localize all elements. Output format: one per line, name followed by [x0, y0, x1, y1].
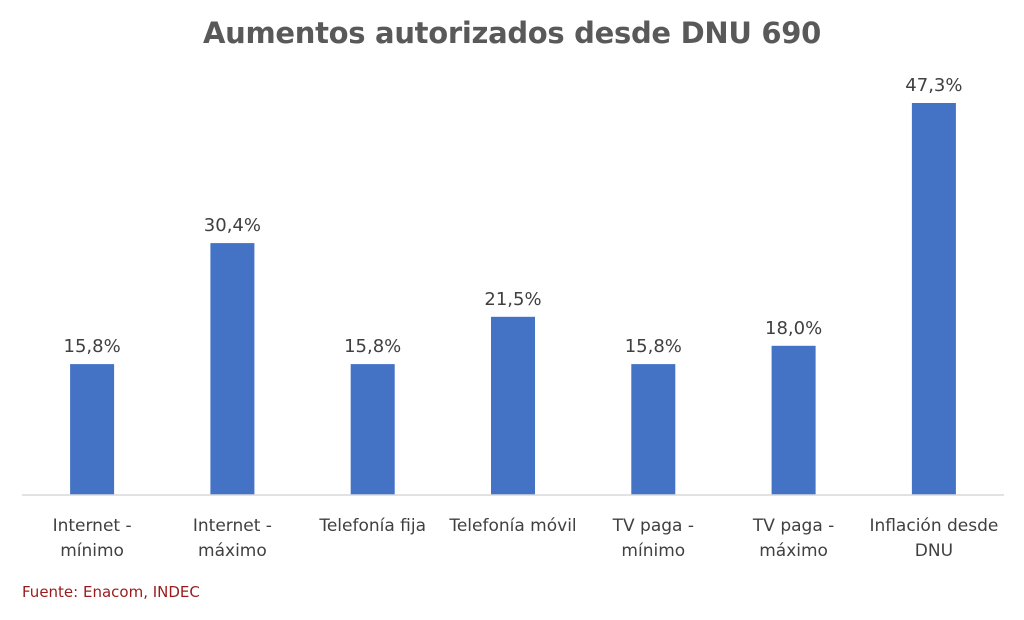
category-label-line: mínimo: [60, 541, 124, 561]
category-label-line: Internet -: [193, 516, 272, 536]
bar: [350, 364, 395, 495]
category-label-line: TV paga -: [612, 516, 694, 536]
category-label: Inflación desde DNU: [869, 516, 998, 561]
category-label: TV paga - mínimo: [612, 516, 694, 561]
bars-layer: [70, 103, 956, 495]
category-label-line: Internet -: [53, 516, 132, 536]
category-label-line: máximo: [198, 541, 267, 561]
bar-value-label: 15,8%: [64, 336, 121, 357]
bar-value-label: 30,4%: [204, 215, 261, 236]
bar-value-label: 15,8%: [625, 336, 682, 357]
category-label-line: Telefonía móvil: [448, 516, 576, 536]
bar: [771, 345, 816, 495]
category-label-line: Telefonía fija: [318, 516, 426, 536]
bar: [210, 243, 255, 495]
bar: [70, 364, 115, 495]
bar-value-label: 21,5%: [484, 289, 541, 310]
bar-value-label: 18,0%: [765, 318, 822, 339]
category-label-line: TV paga -: [752, 516, 834, 536]
bar-value-label: 15,8%: [344, 336, 401, 357]
source-note: Fuente: Enacom, INDEC: [22, 583, 200, 601]
chart-title: Aumentos autorizados desde DNU 690: [202, 16, 822, 50]
category-label-line: máximo: [759, 541, 828, 561]
category-label-line: mínimo: [621, 541, 685, 561]
bar: [491, 316, 535, 495]
labels-layer: 15,8% Internet - mínimo 30,4% Internet - máxi…: [53, 75, 999, 561]
bar: [631, 364, 676, 495]
category-label-line: Inflación desde: [869, 516, 998, 536]
category-label: Telefonía fija: [318, 516, 426, 536]
category-label: Internet - máximo: [193, 516, 272, 561]
bar: [911, 103, 956, 495]
category-label: TV paga - máximo: [752, 516, 834, 561]
category-label-line: DNU: [915, 541, 953, 561]
category-label: Internet - mínimo: [53, 516, 132, 561]
bar-value-label: 47,3%: [905, 75, 962, 96]
category-label: Telefonía móvil: [448, 516, 576, 536]
